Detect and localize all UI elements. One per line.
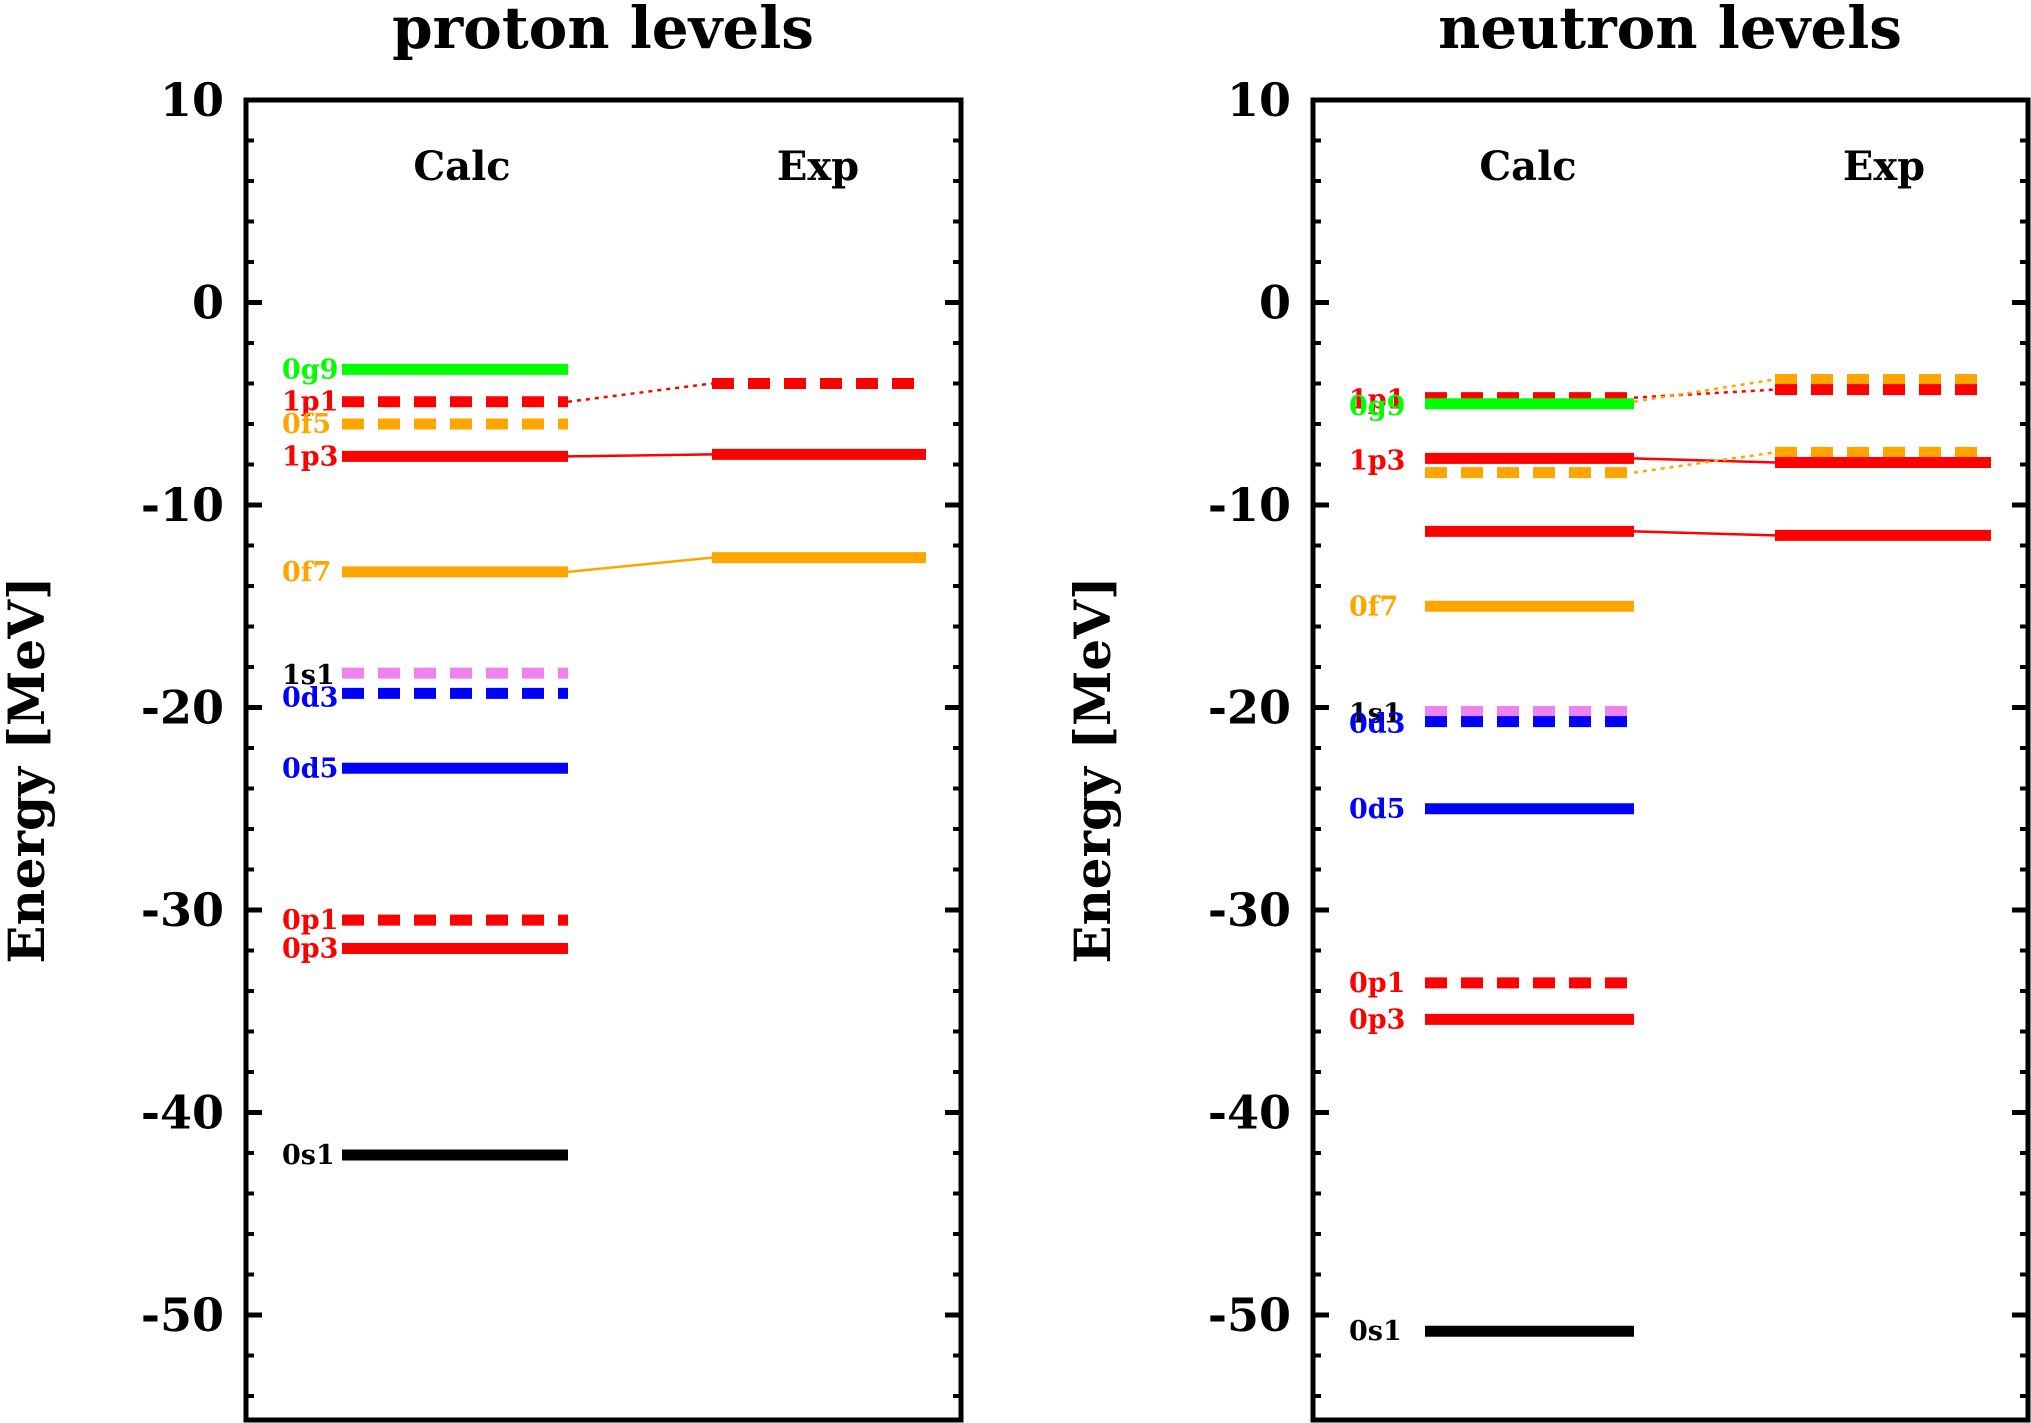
- level-label-0d3: 0d3: [282, 682, 338, 713]
- plot-frame: [1310, 97, 2031, 1423]
- level-label-0g9: 0g9: [1349, 391, 1405, 422]
- level-label-0d5: 0d5: [282, 753, 338, 784]
- level-label-0d3: 0d3: [1349, 709, 1405, 740]
- level-label-1s1: 1s1: [1349, 699, 1402, 730]
- connector-0f5: [1633, 378, 1776, 403]
- connector-0f5: [1633, 451, 1776, 474]
- connector-0f7: [567, 556, 713, 574]
- plot-frame: [243, 97, 964, 1423]
- y-tick-label: -30: [1208, 883, 1291, 937]
- column-header-exp: Exp: [1843, 143, 1925, 190]
- y-tick-label: -10: [1208, 478, 1291, 532]
- level-label-0d5: 0d5: [1349, 794, 1405, 825]
- level-label-0p1: 0p1: [1349, 968, 1405, 999]
- level-label-0p3: 0p3: [282, 933, 338, 964]
- level-label-1p3: 1p3: [282, 441, 338, 472]
- level-label-0p1: 0p1: [282, 905, 338, 936]
- column-header-calc: Calc: [1479, 143, 1576, 190]
- column-header-exp: Exp: [777, 143, 859, 190]
- y-tick-label: -40: [141, 1086, 224, 1140]
- level-label-0f7: 0f7: [282, 557, 331, 588]
- connector-1p1: [1633, 388, 1776, 399]
- y-tick-label: -50: [141, 1288, 224, 1342]
- y-tick-label: -20: [1208, 681, 1291, 735]
- level-label-0s1: 0s1: [282, 1140, 335, 1171]
- level-label-0g9: 0g9: [282, 354, 338, 385]
- y-axis-label: Energy [MeV]: [1063, 576, 1122, 963]
- chart-title: proton levels: [392, 0, 814, 62]
- y-tick-label: -20: [141, 681, 224, 735]
- level-label-0f5: 0f5: [282, 409, 331, 440]
- connector-1p3: [567, 453, 713, 458]
- y-tick-label: 0: [1259, 276, 1291, 330]
- neutron-panel: neutron levels Energy [MeV] 10 0 -10 -20 -30 -4…: [1063, 0, 2031, 1423]
- level-label-1p3: 1p3: [1349, 445, 1405, 476]
- y-tick-label: -10: [141, 478, 224, 532]
- level-label-0f7: 0f7: [1349, 591, 1398, 622]
- level-label-0p3: 0p3: [1349, 1004, 1405, 1035]
- column-header-calc: Calc: [413, 143, 510, 190]
- connector-1p1: [567, 382, 713, 403]
- level-label-1p1: 1p1: [282, 387, 338, 418]
- y-tick-label: 10: [1227, 73, 1291, 127]
- level-label-0s1: 0s1: [1349, 1316, 1402, 1347]
- level-label-1p1: 1p1: [1349, 385, 1405, 416]
- chart-title: neutron levels: [1438, 0, 1902, 62]
- y-tick-label: 10: [160, 73, 224, 127]
- y-axis-label: Energy [MeV]: [0, 576, 56, 963]
- connector-1p3: [1633, 457, 1776, 464]
- connector-1p3: [1633, 530, 1776, 537]
- y-tick-label: -40: [1208, 1086, 1291, 1140]
- y-tick-label: -50: [1208, 1288, 1291, 1342]
- level-label-1s1: 1s1: [282, 660, 335, 691]
- proton-panel: proton levels Energy [MeV] 10 0 -10 -20 -30 -40…: [0, 0, 964, 1423]
- y-tick-label: -30: [141, 883, 224, 937]
- y-tick-label: 0: [192, 276, 224, 330]
